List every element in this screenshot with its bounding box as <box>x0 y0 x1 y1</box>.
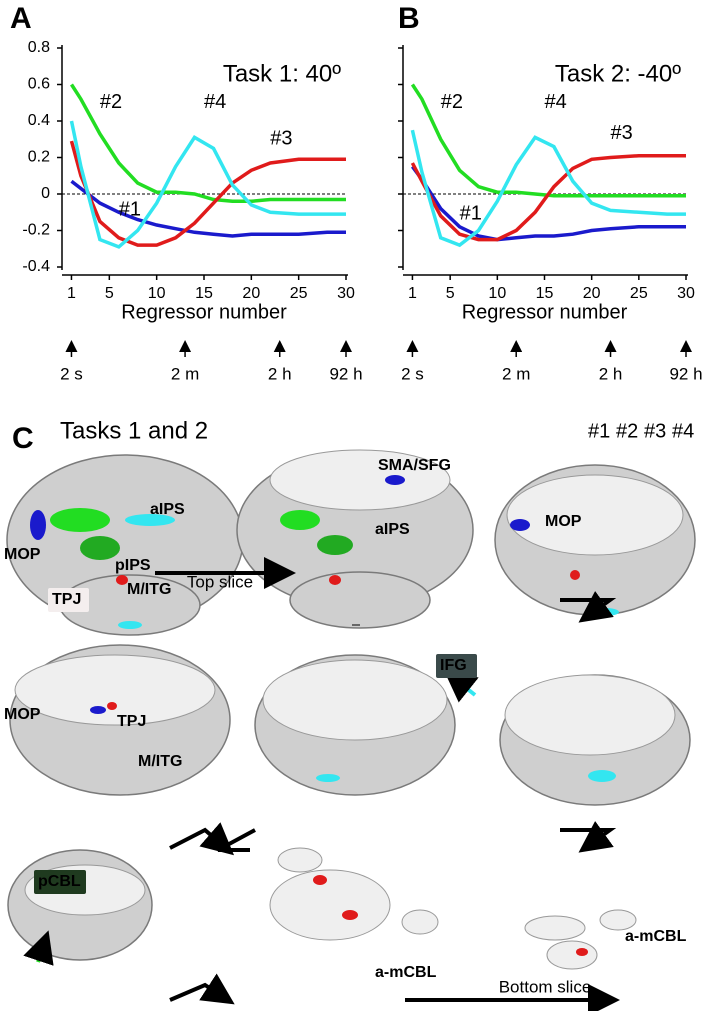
legend-entry: #1 <box>588 420 610 442</box>
series-line <box>70 179 346 238</box>
x-tick-label: 15 <box>536 285 554 302</box>
x-axis-label: Regressor number <box>462 301 628 323</box>
brain-images <box>6 449 696 1011</box>
legend-entry: #2 <box>616 420 638 442</box>
series-label: #4 <box>204 91 226 113</box>
label-box <box>436 654 477 678</box>
x-tick-label: 10 <box>148 285 166 302</box>
x-tick-label: 25 <box>630 285 648 302</box>
x-tick-label: 1 <box>67 285 76 302</box>
time-label: 2 m <box>502 364 530 383</box>
legend-entry: #4 <box>672 420 694 442</box>
y-tick-label: 0.8 <box>28 39 50 56</box>
region-label: TPJ <box>117 713 146 730</box>
x-tick-label: 5 <box>105 285 114 302</box>
panel-letter: C <box>12 422 34 455</box>
series-line <box>69 140 346 247</box>
region-label: MOP <box>545 513 582 530</box>
time-label: 92 h <box>669 364 702 383</box>
x-tick-label: 30 <box>337 285 355 302</box>
panel-c: C Tasks 1 and 2 Top slice Bottom slice #… <box>4 417 694 996</box>
series-line <box>410 153 686 242</box>
y-tick-label: 0.6 <box>28 76 50 93</box>
time-label: 2 m <box>171 364 199 383</box>
arrow-label: Bottom slice <box>499 977 592 996</box>
region-label: M/ITG <box>138 753 182 770</box>
region-label: pIPS <box>115 557 151 574</box>
panel-letter: B <box>398 2 420 35</box>
series-label: #4 <box>545 91 567 113</box>
x-axis-label: Regressor number <box>121 301 287 323</box>
x-tick-label: 25 <box>290 285 308 302</box>
region-label: aIPS <box>150 501 185 518</box>
region-label: MOP <box>4 546 41 563</box>
region-label: M/ITG <box>127 581 171 598</box>
series-label: #2 <box>441 91 463 113</box>
series-label: #3 <box>270 128 292 150</box>
time-label: 92 h <box>329 364 362 383</box>
arrow-label: Top slice <box>187 572 253 591</box>
chart-title: Task 1: 40º <box>223 60 341 87</box>
x-tick-label: 5 <box>446 285 455 302</box>
x-tick-label: 20 <box>242 285 260 302</box>
x-tick-label: 10 <box>488 285 506 302</box>
y-tick-label: 0 <box>41 185 50 202</box>
x-tick-label: 1 <box>408 285 417 302</box>
region-label: pCBL <box>38 873 81 890</box>
region-label: aIPS <box>375 521 410 538</box>
x-tick-label: 15 <box>195 285 213 302</box>
y-tick-label: -0.2 <box>22 222 50 239</box>
region-label: a-mCBL <box>375 964 437 981</box>
chart-title: Task 2: -40º <box>555 60 681 87</box>
series-line <box>70 83 346 204</box>
series-label: #1 <box>460 202 482 224</box>
label-box <box>48 588 89 612</box>
series-line <box>69 120 346 249</box>
series-label: #1 <box>119 199 141 221</box>
region-label: SMA/SFG <box>378 457 451 474</box>
panel-letter: A <box>10 2 32 35</box>
time-label: 2 s <box>60 364 83 383</box>
x-tick-label: 30 <box>677 285 695 302</box>
region-label: TPJ <box>52 591 81 608</box>
series-line <box>410 129 686 248</box>
series-line <box>410 165 686 242</box>
time-label: 2 h <box>599 364 623 383</box>
region-label: IFG <box>440 657 467 674</box>
panel-title: Tasks 1 and 2 <box>60 417 208 444</box>
time-label: 2 s <box>401 364 424 383</box>
region-label: a-mCBL <box>625 928 687 945</box>
label-box <box>34 870 86 894</box>
y-tick-label: 0.4 <box>28 112 50 129</box>
series-label: #3 <box>611 122 633 144</box>
region-label: MOP <box>4 706 41 723</box>
y-tick-label: 0.2 <box>28 149 50 166</box>
series-line <box>410 83 686 198</box>
y-tick-label: -0.4 <box>22 258 50 275</box>
series-label: #2 <box>100 91 122 113</box>
time-label: 2 h <box>268 364 292 383</box>
x-tick-label: 20 <box>583 285 601 302</box>
legend-entry: #3 <box>644 420 666 442</box>
